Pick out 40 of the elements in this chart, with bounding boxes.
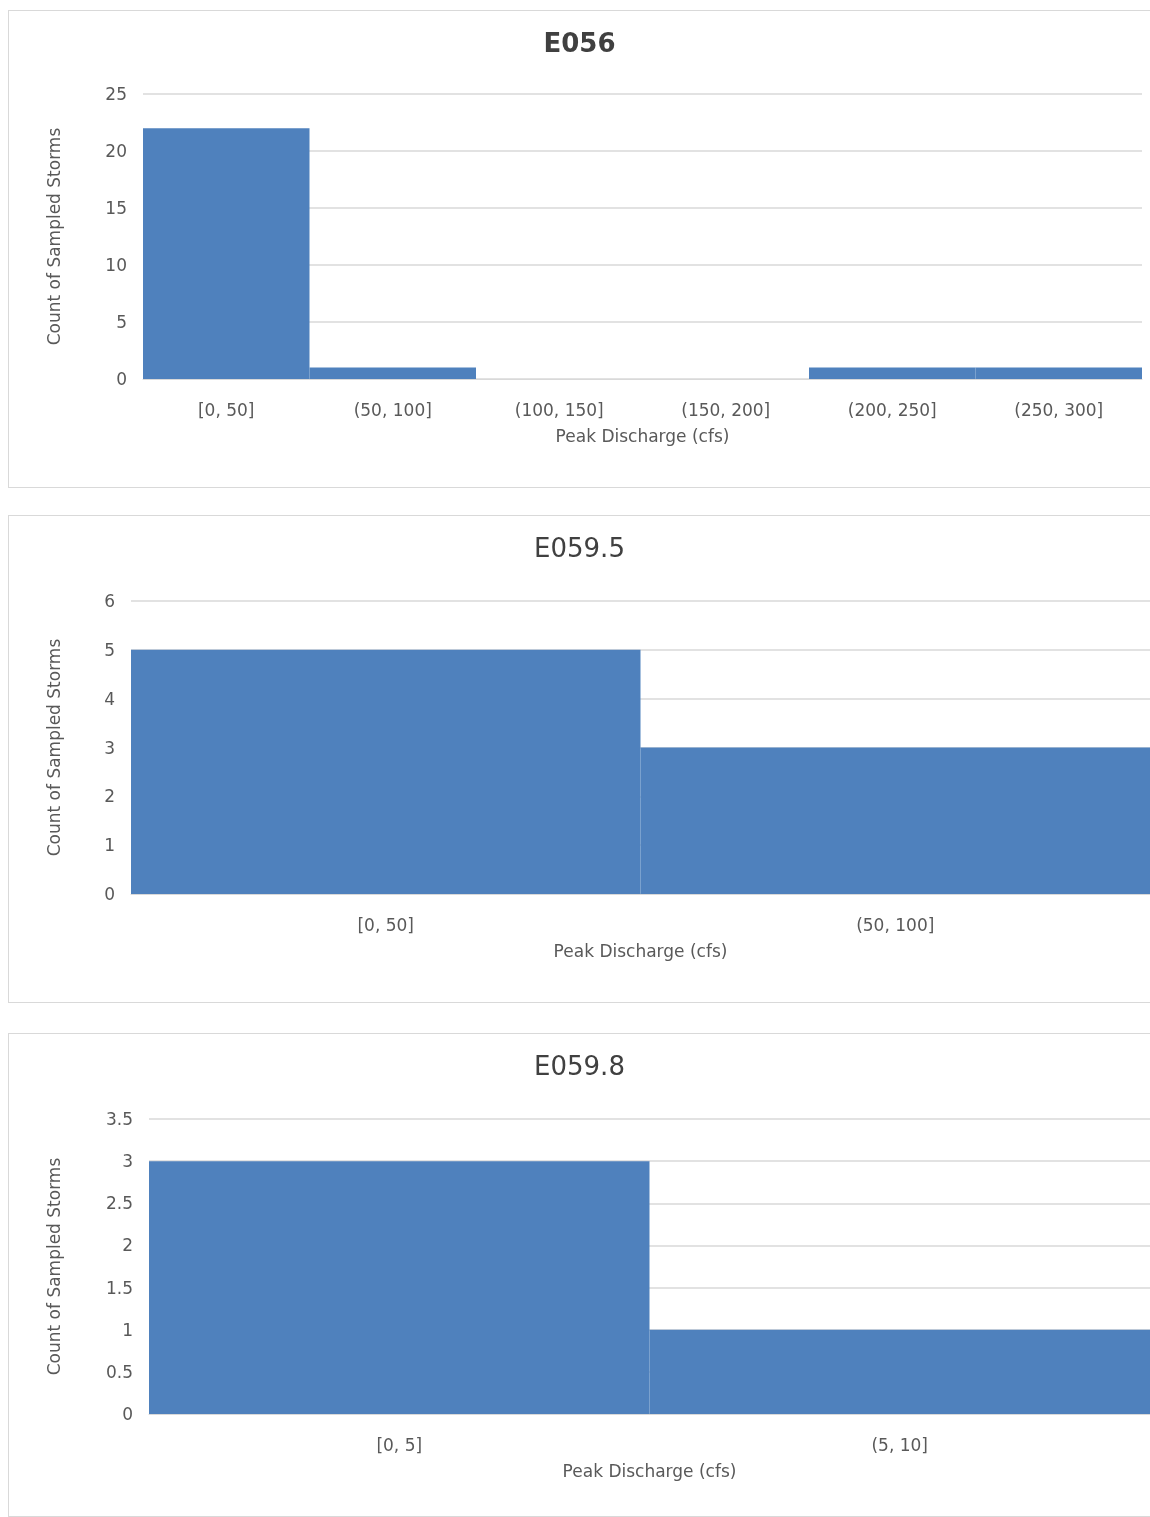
y-tick-label: 2	[104, 786, 115, 807]
y-tick-label: 0	[116, 369, 127, 389]
x-tick-label: (50, 100]	[856, 914, 935, 935]
x-tick-label: (5, 10]	[871, 1434, 929, 1455]
y-tick-label: 3	[104, 737, 115, 758]
x-axis-title: Peak Discharge (cfs)	[553, 940, 728, 961]
y-tick-label: 15	[105, 198, 127, 218]
y-tick-label: 0	[104, 884, 115, 904]
y-tick-label: 3	[122, 1151, 133, 1172]
x-tick-label: (200, 250]	[847, 399, 937, 420]
y-tick-label: 6	[104, 591, 115, 611]
y-tick-label: 2	[122, 1235, 133, 1256]
y-axis-title: Count of Sampled Storms	[44, 127, 64, 346]
y-tick-label: 10	[105, 255, 127, 275]
x-tick-label: [0, 50]	[197, 399, 255, 420]
x-axis-title: Peak Discharge (cfs)	[555, 425, 730, 446]
x-tick-label: [0, 50]	[357, 914, 415, 935]
y-tick-label: 4	[104, 688, 115, 709]
y-tick-label: 25	[105, 84, 127, 104]
y-tick-label: 2.5	[105, 1193, 133, 1214]
y-tick-label: 3.5	[105, 1109, 133, 1129]
y-tick-label: 5	[104, 639, 115, 660]
x-tick-label: (100, 150]	[514, 399, 604, 420]
y-tick-label: 1	[104, 835, 115, 856]
chart-title: E056	[543, 28, 616, 58]
y-tick-label: 0.5	[105, 1361, 133, 1382]
x-tick-label: (50, 100]	[353, 399, 432, 420]
y-axis-title: Count of Sampled Storms	[44, 1157, 64, 1376]
x-tick-label: (150, 200]	[681, 399, 771, 420]
x-tick-label: (250, 300]	[1014, 399, 1104, 420]
x-axis-title: Peak Discharge (cfs)	[562, 1460, 737, 1481]
y-tick-label: 20	[105, 141, 127, 161]
y-axis-title: Count of Sampled Storms	[44, 638, 64, 857]
y-tick-label: 1.5	[105, 1277, 133, 1298]
y-tick-label: 5	[116, 312, 127, 332]
x-tick-label: [0, 5]	[376, 1434, 423, 1455]
y-tick-label: 1	[122, 1319, 133, 1340]
y-tick-label: 0	[122, 1404, 133, 1424]
chart-title: E059.5	[534, 533, 625, 563]
chart-title: E059.8	[534, 1051, 625, 1081]
